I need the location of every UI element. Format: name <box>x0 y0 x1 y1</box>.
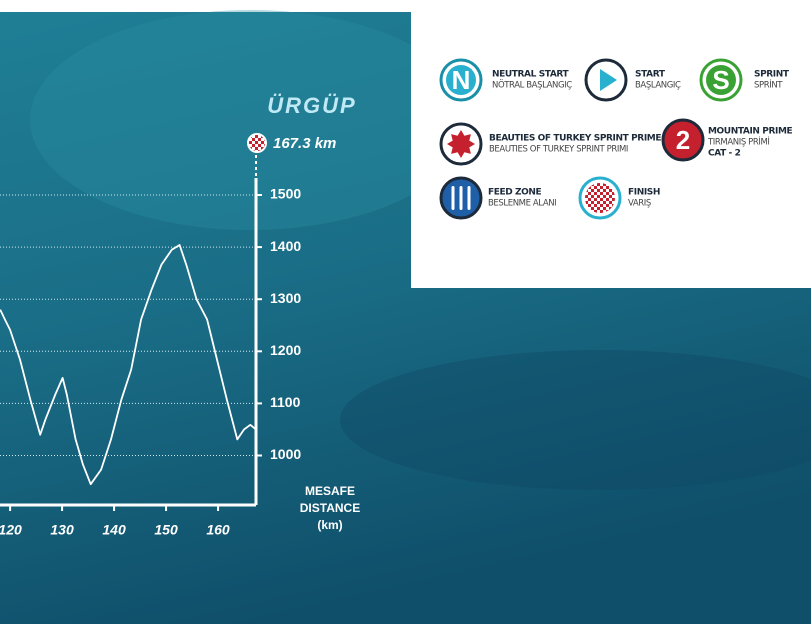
page: ÜRGÜP 167.3 km 1000 1100 1200 1300 1400 1500 1… <box>0 0 811 624</box>
icon <box>585 183 615 213</box>
legend-title: SPRINT <box>754 70 790 80</box>
icon <box>447 130 475 158</box>
x-axis-label: DISTANCE <box>300 501 360 515</box>
y-tick-label: 1400 <box>270 238 301 254</box>
legend-title: START <box>635 70 666 80</box>
legend-subtitle: CAT - 2 <box>708 149 741 159</box>
legend-subtitle: SPRİNT <box>754 80 783 91</box>
x-tick-label: 160 <box>206 522 230 538</box>
x-tick-label: 140 <box>102 522 126 538</box>
finish-distance: 167.3 km <box>273 135 336 152</box>
finish-town: ÜRGÜP <box>267 93 356 118</box>
legend-title: NEUTRAL START <box>492 70 570 80</box>
y-tick-label: 1500 <box>270 186 301 202</box>
legend-subtitle: BAŞLANGIÇ <box>635 81 681 91</box>
y-tick-label: 1100 <box>270 394 301 410</box>
chart: ÜRGÜP 167.3 km 1000 1100 1200 1300 1400 1500 1… <box>0 0 811 624</box>
legend-subtitle: VARIŞ <box>628 199 651 209</box>
icon-text: S <box>712 65 729 95</box>
legend-title: MOUNTAIN PRIME <box>708 127 792 137</box>
legend-subtitle: BESLENME ALANI <box>488 199 556 209</box>
icon-cutlery <box>468 186 471 210</box>
x-axis-label: (km) <box>317 518 342 532</box>
legend-subtitle: TIRMANIŞ PRİMİ <box>707 137 770 148</box>
icon-text: N <box>452 65 471 95</box>
x-tick-label: 150 <box>154 522 178 538</box>
legend-title: FEED ZONE <box>488 188 542 198</box>
legend-title: BEAUTIES OF TURKEY SPRINT PRIME <box>489 134 661 144</box>
photo-shade <box>30 10 470 230</box>
finish-icon <box>248 134 266 152</box>
y-tick-label: 1300 <box>270 290 301 306</box>
icon-text: 2 <box>676 125 690 155</box>
icon-cutlery <box>452 186 455 210</box>
legend-subtitle: BEAUTIES OF TURKEY SPRINT PRIMI <box>489 145 628 155</box>
legend-title: FINISH <box>628 188 660 198</box>
y-tick-label: 1000 <box>270 446 301 462</box>
y-tick-label: 1200 <box>270 342 301 358</box>
legend-subtitle: NÖTRAL BAŞLANGIÇ <box>492 80 572 91</box>
x-tick-label: 120 <box>0 522 22 538</box>
x-axis-label: MESAFE <box>305 484 355 498</box>
icon-cutlery <box>460 186 463 210</box>
x-tick-label: 130 <box>50 522 74 538</box>
